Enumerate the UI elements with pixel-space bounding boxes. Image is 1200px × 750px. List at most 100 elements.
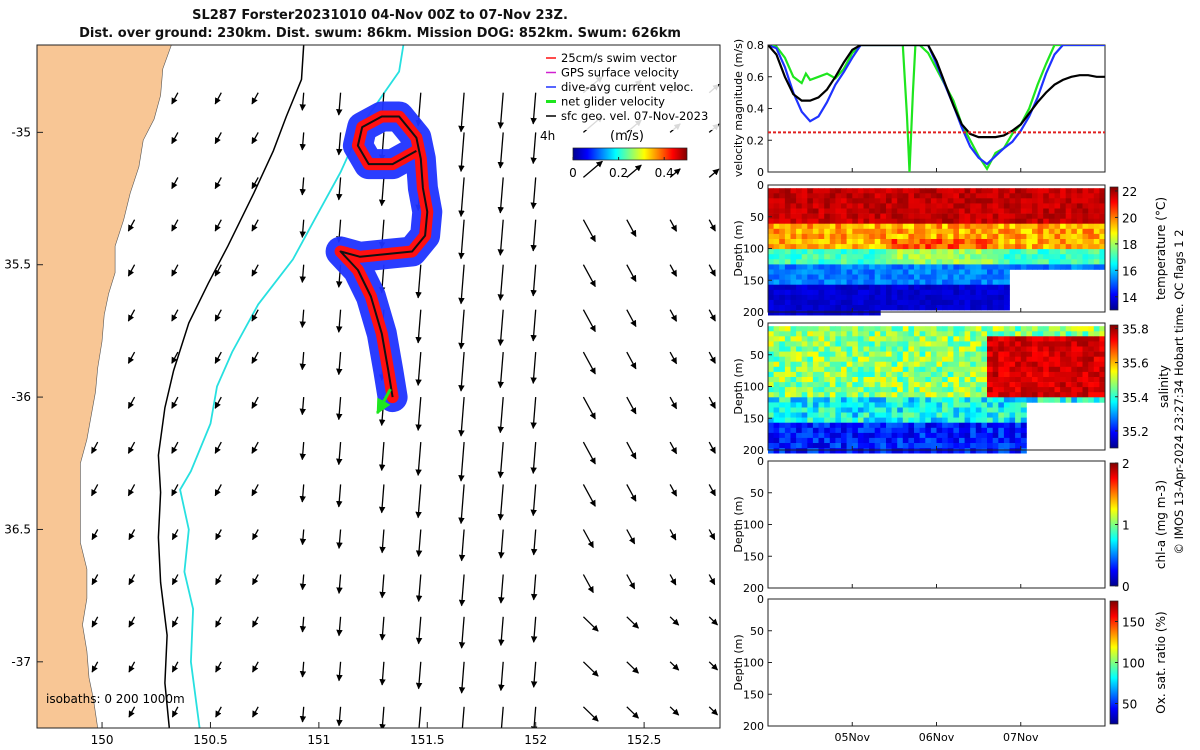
temperature-cell — [970, 228, 977, 235]
temperature-cell — [1076, 239, 1083, 245]
temperature-cell — [1026, 218, 1033, 225]
temperature-cell — [902, 218, 909, 225]
salinity-cell — [975, 361, 982, 368]
temperature-cell — [930, 193, 937, 199]
salinity-cell — [908, 407, 915, 413]
temperature-cell — [930, 259, 937, 265]
salinity-cell — [818, 377, 825, 383]
temperature-cell — [1076, 223, 1083, 230]
salinity-cell — [779, 371, 786, 378]
geo-velocity-arrow — [669, 441, 678, 455]
temperature-cell — [880, 249, 887, 255]
oxygen-colorbar-label: Ox. sat. ratio (%) — [1154, 611, 1168, 713]
salinity-cell — [891, 448, 898, 454]
salinity-cell — [779, 448, 786, 454]
salinity-cell — [908, 377, 915, 383]
salinity-cell — [829, 432, 836, 439]
salinity-cell — [886, 371, 892, 378]
salinity-cell — [1037, 341, 1044, 347]
salinity-cell — [891, 336, 898, 342]
salinity-cell — [930, 377, 937, 383]
temperature-cell — [970, 274, 977, 280]
temperature-cell — [1054, 239, 1061, 245]
temperature-cell — [953, 239, 960, 245]
salinity-cell — [869, 356, 876, 363]
temperature-cell — [869, 239, 876, 245]
temperature-cell — [987, 239, 993, 245]
salinity-cell — [818, 382, 825, 388]
salinity-cell — [773, 443, 780, 449]
salinity-cell — [1015, 412, 1022, 418]
temperature-cell — [880, 244, 887, 250]
salinity-cell — [1026, 331, 1033, 337]
temperature-cell — [779, 284, 786, 291]
salinity-cell — [768, 417, 774, 423]
geo-velocity-arrow — [214, 132, 222, 145]
salinity-cell — [874, 407, 881, 413]
temperature-cell — [975, 233, 982, 240]
temperature-cell — [779, 274, 786, 280]
temperature-cell — [812, 193, 819, 199]
salinity-cell — [829, 387, 836, 393]
temperature-cell — [998, 294, 1005, 301]
salinity-cell — [981, 422, 988, 429]
salinity-cell — [987, 402, 993, 408]
salinity-cell — [801, 437, 808, 444]
temperature-cell — [841, 294, 847, 301]
temperature-cell — [880, 294, 887, 301]
temperature-cell — [784, 218, 791, 225]
salinity-cell — [919, 356, 926, 363]
temperature-cell — [1015, 259, 1022, 265]
temperature-cell — [790, 269, 797, 275]
temperature-cell — [1037, 228, 1044, 235]
salinity-cell — [942, 407, 949, 413]
geo-velocity-arrow — [336, 309, 343, 333]
geo-velocity-arrow — [171, 616, 179, 628]
salinity-cell — [768, 392, 774, 398]
temperature-cell — [863, 198, 870, 204]
salinity-cell — [947, 361, 954, 368]
temperature-cell — [1082, 239, 1089, 245]
temperature-cell — [970, 254, 977, 260]
salinity-cell — [897, 397, 904, 403]
temperature-cell — [829, 305, 836, 311]
salinity-cell — [874, 371, 881, 378]
salinity-cell — [1076, 387, 1083, 393]
salinity-cell — [1015, 402, 1022, 408]
temperature-cell — [779, 279, 786, 285]
geo-velocity-arrow — [582, 351, 596, 375]
temperature-cell — [768, 305, 774, 311]
salinity-cell — [818, 407, 825, 413]
geo-velocity-arrow — [708, 309, 716, 322]
geo-velocity-arrow — [299, 661, 307, 678]
salinity-cell — [947, 371, 954, 378]
speed-colorbar-ticks: 0 0.2 0.4 — [569, 157, 674, 180]
temperature-cell — [812, 244, 819, 250]
salinity-cell — [1060, 366, 1067, 373]
temperature-cell — [874, 233, 881, 240]
salinity-cell — [812, 336, 819, 342]
salinity-cell — [779, 397, 786, 403]
temperature-cell — [768, 218, 774, 225]
temperature-cell — [1020, 233, 1027, 240]
temperature-cell — [852, 264, 859, 270]
salinity-cell — [897, 356, 904, 363]
temperature-cell — [981, 208, 988, 214]
salinity-cell — [1009, 366, 1016, 373]
salinity-cell — [1026, 392, 1033, 398]
salinity-cell — [869, 448, 876, 454]
temperature-cell — [773, 305, 780, 311]
salinity-cell — [812, 443, 819, 449]
temperature-cell — [841, 203, 847, 209]
geo-velocity-arrow — [299, 132, 307, 151]
temperature-cell — [779, 239, 786, 245]
salinity-cell — [829, 392, 836, 398]
salinity-cell — [981, 382, 988, 388]
salinity-cell — [846, 361, 853, 368]
salinity-cell — [886, 412, 892, 418]
geo-velocity-arrow — [530, 177, 537, 210]
salinity-cell — [779, 412, 786, 418]
temperature-cell — [768, 239, 774, 245]
salinity-cell — [959, 392, 965, 398]
temperature-cell — [779, 193, 786, 199]
